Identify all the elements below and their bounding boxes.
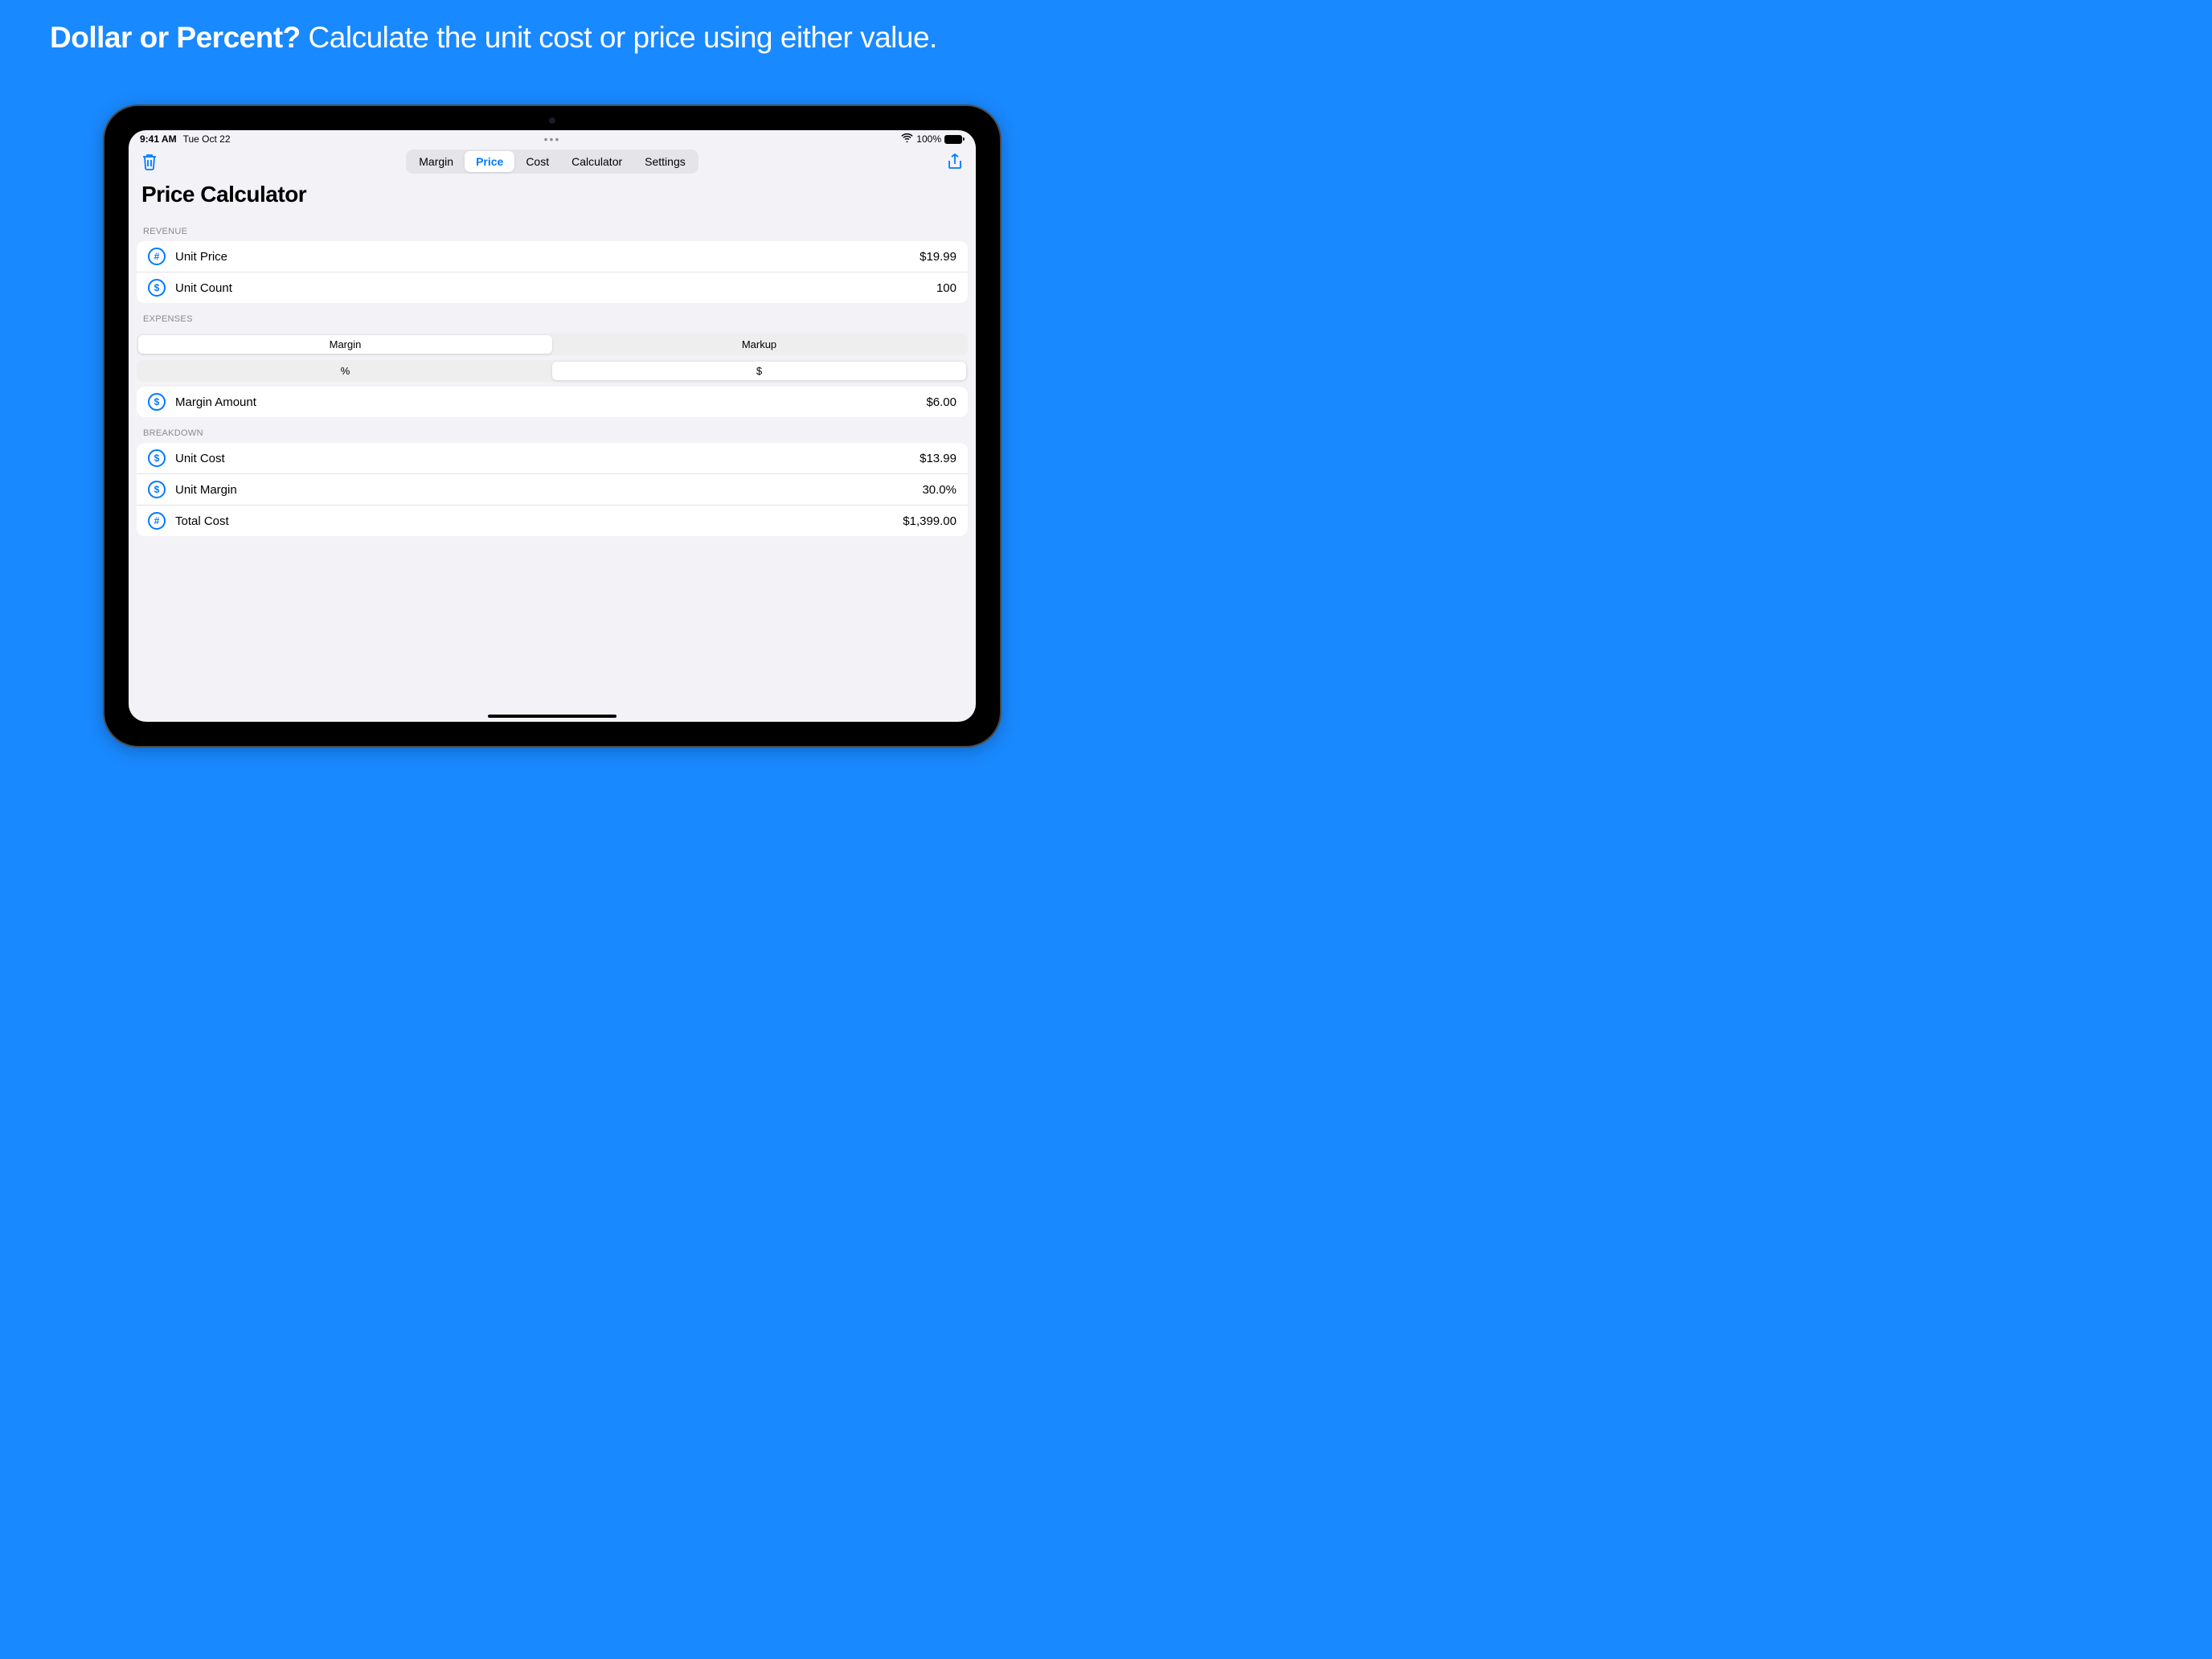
row-value: $1,399.00 [903,514,956,528]
multitask-dots-icon[interactable]: ••• [544,133,561,145]
breakdown-list: $ Unit Cost $13.99 $ Unit Margin 30.0% #… [137,443,968,536]
screen: 9:41 AM Tue Oct 22 ••• 100% Margin Price [129,130,976,722]
expense-unit-selector: % $ [137,360,968,382]
option-markup[interactable]: Markup [552,335,966,354]
page-title: Price Calculator [129,182,976,215]
row-unit-price[interactable]: # Unit Price $19.99 [137,241,968,272]
row-value: 30.0% [922,483,956,497]
hash-icon: # [148,512,166,530]
expenses-list: $ Margin Amount $6.00 [137,387,968,417]
ipad-frame: 9:41 AM Tue Oct 22 ••• 100% Margin Price [103,104,1002,748]
row-unit-count[interactable]: $ Unit Count 100 [137,272,968,303]
expense-type-selector: Margin Markup [137,334,968,355]
hash-icon: # [148,248,166,265]
dollar-icon: $ [148,393,166,411]
option-percent[interactable]: % [138,362,552,380]
status-date: Tue Oct 22 [183,133,231,145]
wifi-icon [901,133,913,145]
row-label: Unit Margin [175,483,922,497]
option-margin[interactable]: Margin [138,335,552,354]
row-value: $13.99 [920,452,956,465]
row-label: Unit Price [175,250,920,264]
tab-price[interactable]: Price [465,151,514,172]
status-time: 9:41 AM [140,133,177,145]
row-value: 100 [936,281,956,295]
hero-bold: Dollar or Percent? [50,21,301,54]
section-header-expenses: EXPENSES [129,303,976,329]
battery-pct: 100% [916,133,941,145]
hero-light: Calculate the unit cost or price using e… [301,21,937,54]
row-value: $19.99 [920,250,956,264]
tab-settings[interactable]: Settings [633,151,697,172]
trash-icon[interactable] [140,152,159,171]
tab-calculator[interactable]: Calculator [560,151,633,172]
tab-cost[interactable]: Cost [514,151,560,172]
row-label: Unit Cost [175,452,920,465]
section-header-breakdown: BREAKDOWN [129,417,976,443]
row-label: Unit Count [175,281,936,295]
share-icon[interactable] [945,152,965,171]
row-unit-margin: $ Unit Margin 30.0% [137,474,968,506]
row-margin-amount[interactable]: $ Margin Amount $6.00 [137,387,968,417]
row-unit-cost: $ Unit Cost $13.99 [137,443,968,474]
row-label: Margin Amount [175,395,926,409]
dollar-icon: $ [148,449,166,467]
status-bar: 9:41 AM Tue Oct 22 ••• 100% [129,130,976,146]
battery-icon [944,135,965,144]
row-label: Total Cost [175,514,903,528]
hero-headline: Dollar or Percent? Calculate the unit co… [0,0,1106,56]
camera-dot [549,117,555,124]
dollar-icon: $ [148,279,166,297]
revenue-list: # Unit Price $19.99 $ Unit Count 100 [137,241,968,303]
section-header-revenue: REVENUE [129,215,976,241]
dollar-icon: $ [148,481,166,498]
tab-margin[interactable]: Margin [408,151,465,172]
option-dollar[interactable]: $ [552,362,966,380]
tab-bar: Margin Price Cost Calculator Settings [406,150,698,174]
row-value: $6.00 [926,395,956,409]
toolbar: Margin Price Cost Calculator Settings [129,146,976,182]
row-total-cost: # Total Cost $1,399.00 [137,506,968,536]
home-indicator[interactable] [488,715,616,718]
